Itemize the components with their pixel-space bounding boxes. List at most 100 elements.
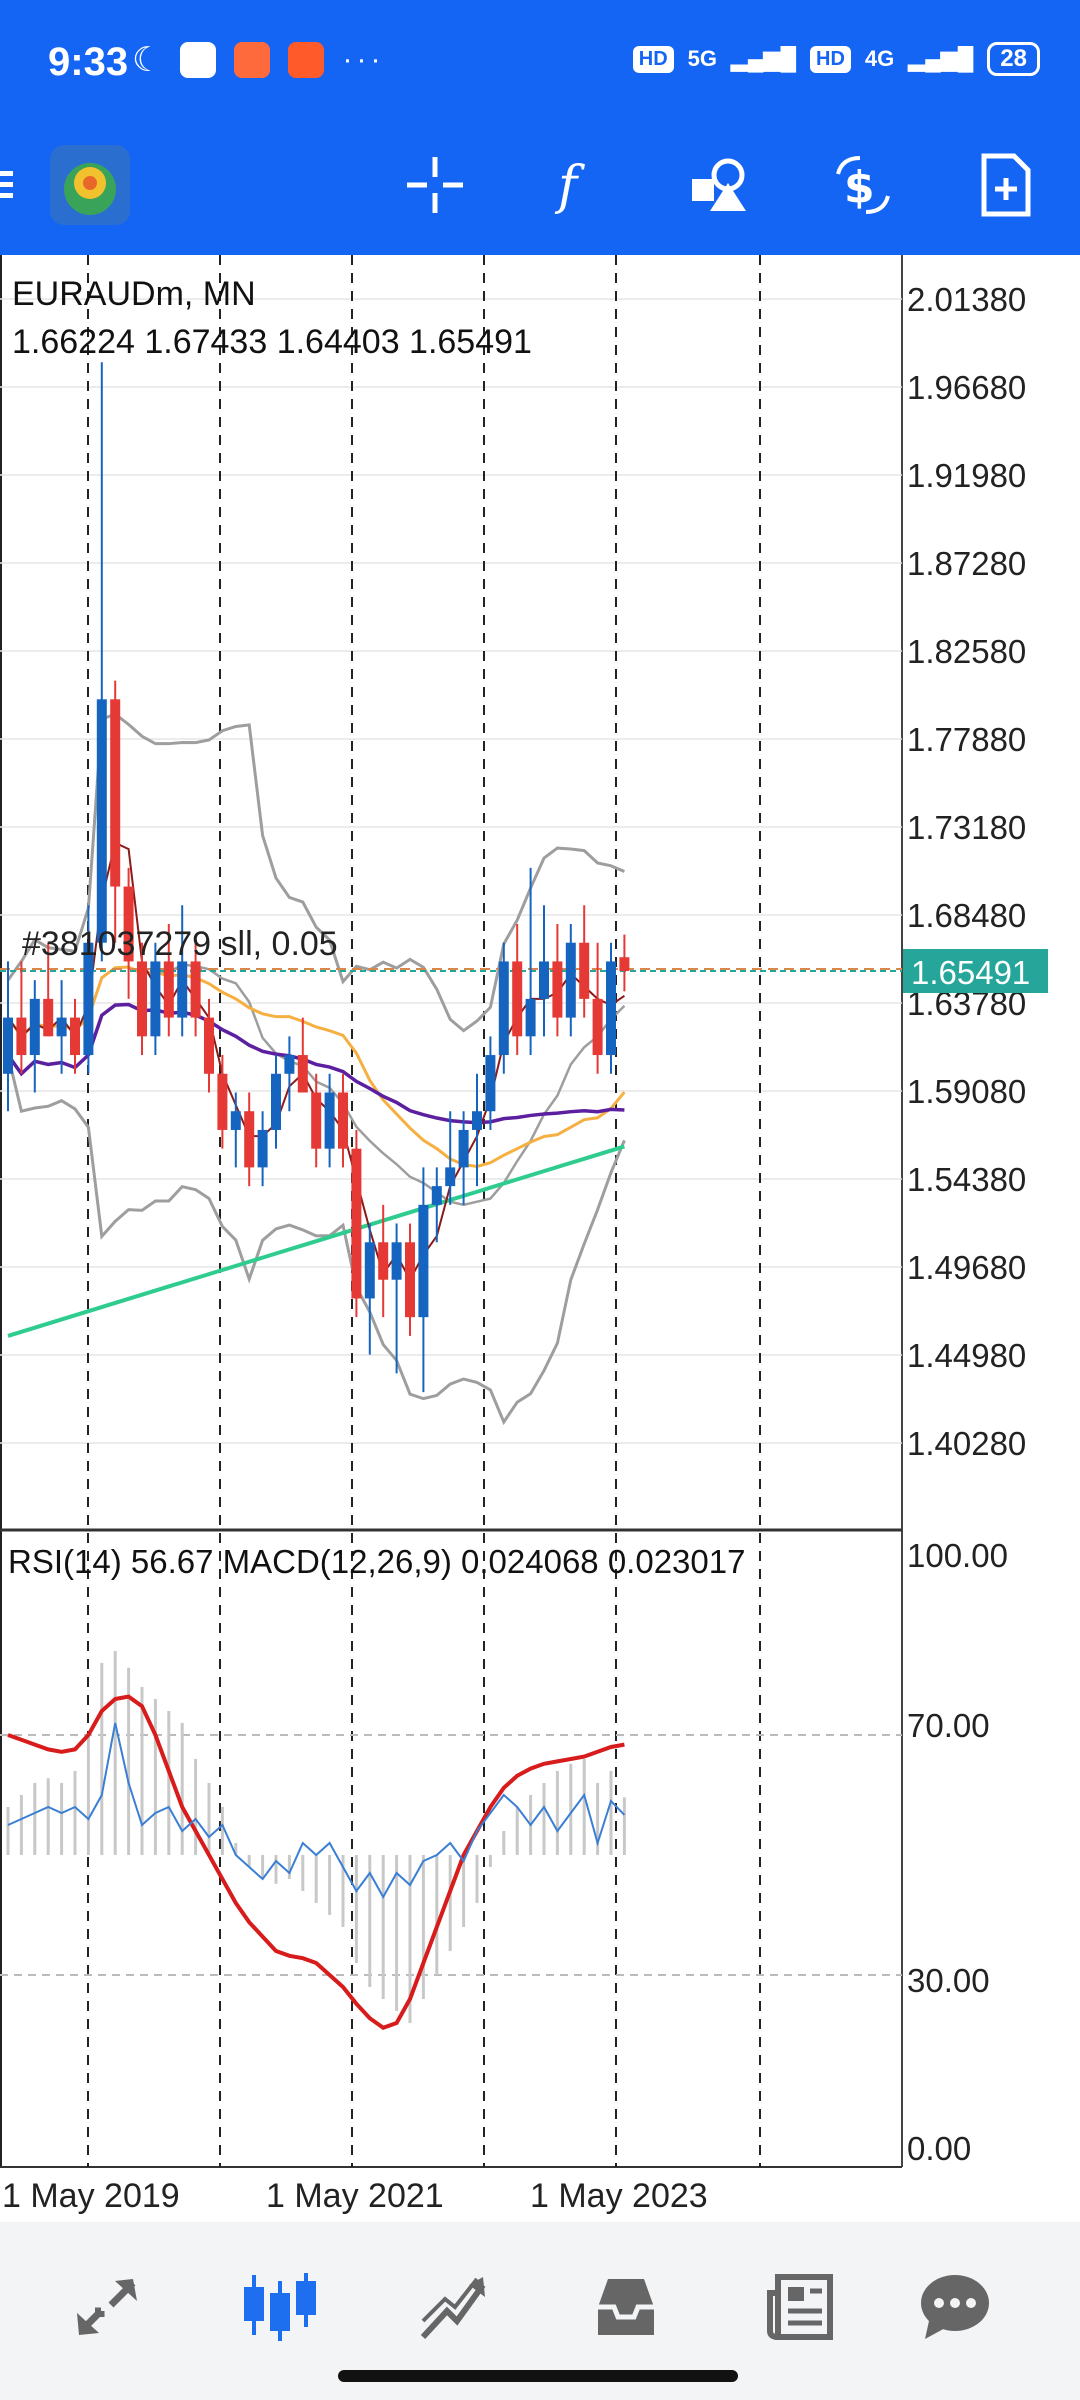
moon-icon: ☾ [132,41,163,79]
app-logo-button[interactable] [35,130,145,240]
candle-body [96,699,107,943]
macd-signal-line [7,1694,625,2031]
symbol-label: EURAUDm, MN [12,275,256,313]
svg-text:f: f [554,156,585,215]
app-notification-icon-2 [234,42,271,78]
candle-body [405,1242,415,1318]
ma-green-line [7,1144,625,1338]
nav-chart[interactable] [225,2252,335,2362]
objects-icon [692,158,746,211]
inbox-icon [598,2279,654,2335]
candles [3,362,630,1393]
price-tick-label: 1.82580 [907,633,1026,670]
network-4g: 4G [864,46,895,71]
candle-body [579,942,590,999]
candle-body [391,1242,402,1280]
candle-body [458,1129,469,1168]
candle-body [123,886,134,962]
network-5g: 5G [687,46,718,71]
nav-quotes[interactable] [52,2252,162,2362]
order-label[interactable]: #381037279 sll, 0.05 [22,925,338,963]
nav-news[interactable] [745,2252,855,2362]
rsi-line [7,1722,626,1900]
candle-body [3,1017,13,1074]
top-bar-background [0,0,1080,255]
candles-icon [244,2273,316,2341]
indicator-tick-label: 100.00 [907,1537,1008,1574]
candle-body [177,961,188,1018]
time-label: 1 May 2019 [2,2177,180,2215]
candle-body [619,957,630,971]
status-right: HD 5G ▂▄▆█ HD 4G ▂▄▆█ 28 [632,42,1040,76]
price-chart[interactable]: 2.01380 1.96680 1.91980 1.87280 1.82580 1.778… [0,255,1080,2222]
menu-button[interactable] [0,130,40,240]
candle-body [190,961,201,1018]
new-order-icon [981,153,1031,217]
candle-body [485,1055,496,1112]
current-price-value: 1.65491 [911,954,1030,991]
candle-body [364,1242,375,1299]
horizontal-gridlines [0,298,902,1444]
crosshair-button[interactable] [380,130,490,240]
candle-body [230,1111,241,1130]
candle-body [70,1017,80,1056]
svg-text:$: $ [844,162,875,213]
candle-body [137,961,147,1037]
indicator-pane [0,1651,902,2031]
candle-body [284,1055,295,1074]
indicator-axis: 100.00 70.00 30.00 0.00 [907,1537,1008,2167]
current-price-tag: 1.65491 [903,949,1048,993]
candle-body [378,1242,389,1280]
status-time: 9:33 [48,40,129,84]
trade-button[interactable]: $ [808,130,918,240]
candle-body [150,961,161,1037]
price-tick-label: 1.73180 [907,809,1026,846]
candle-body [498,961,509,1056]
nav-history[interactable] [571,2252,681,2362]
candle-body [351,1148,362,1299]
nav-trade[interactable] [398,2252,508,2362]
candle-body [552,961,563,1018]
price-tick-label: 1.44980 [907,1337,1026,1374]
candle-body [606,961,616,1056]
price-tick-label: 1.49680 [907,1249,1026,1286]
candle-body [56,1017,67,1037]
menu-icon [0,171,13,198]
candle-body [311,1092,322,1149]
time-label: 1 May 2023 [530,2177,708,2215]
chart-background [0,255,1080,2222]
hd-badge-2: HD [810,45,851,73]
bollinger-lower [6,1054,626,1426]
candle-body [244,1111,255,1168]
candle-body [565,942,576,1018]
battery-indicator: 28 [987,42,1040,76]
time-label: 1 May 2021 [266,2177,444,2215]
chat-bubble-icon [921,2275,989,2339]
candle-body [445,1167,456,1187]
hd-badge: HD [632,45,674,73]
price-tick-label: 1.91980 [907,457,1026,494]
candle-body [592,998,603,1056]
candle-body [257,1129,268,1168]
price-tick-label: 1.77880 [907,721,1026,758]
nav-messages[interactable] [900,2252,1010,2362]
candle-body [29,998,40,1056]
status-icons: ☾ ··· [132,40,384,80]
candle-body [163,961,174,1018]
objects-button[interactable] [666,130,776,240]
trade-icon: $ [836,156,890,214]
home-indicator[interactable] [338,2370,738,2382]
candle-body [16,1017,27,1056]
trend-lines-icon [420,2277,486,2340]
indicator-tick-label: 70.00 [907,1707,990,1744]
app-logo-icon [50,145,130,225]
quotes-arrows-icon [77,2279,137,2335]
app-notification-icon-3 [288,42,325,78]
candle-body [43,998,54,1037]
indicators-button[interactable]: f [523,130,633,240]
candle-body [204,1017,214,1074]
price-tick-label: 2.01380 [907,281,1026,318]
signal-icon: ▂▄▆█ [731,46,797,71]
new-order-button[interactable] [951,130,1061,240]
